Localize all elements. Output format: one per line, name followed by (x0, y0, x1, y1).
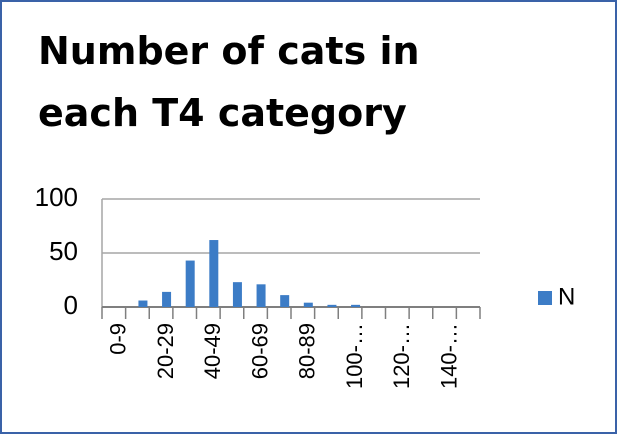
x-tick-label: 80-89 (295, 323, 320, 379)
x-tick-label: 100-… (342, 323, 367, 389)
bar (327, 304, 337, 307)
bar (280, 295, 290, 307)
y-tick-label: 0 (64, 290, 78, 320)
x-tick-label: 60-69 (247, 323, 272, 379)
legend-swatch (538, 291, 552, 305)
bar (351, 304, 361, 307)
bar (209, 240, 219, 307)
bar (162, 291, 172, 307)
x-tick-label: 0-9 (106, 323, 131, 355)
y-tick-label: 50 (49, 236, 78, 266)
legend-label: N (558, 283, 575, 310)
chart-title: Number of cats in each T4 category (38, 29, 420, 135)
bar (138, 300, 148, 307)
bar (185, 260, 195, 307)
x-tick-label: 20-29 (153, 323, 178, 379)
bar (303, 302, 313, 307)
bar (256, 284, 266, 307)
x-tick-label: 140-… (436, 323, 461, 389)
x-tick-label: 40-49 (200, 323, 225, 379)
bar (232, 282, 242, 307)
y-tick-label: 100 (35, 182, 78, 212)
x-tick-label: 120-… (389, 323, 414, 389)
